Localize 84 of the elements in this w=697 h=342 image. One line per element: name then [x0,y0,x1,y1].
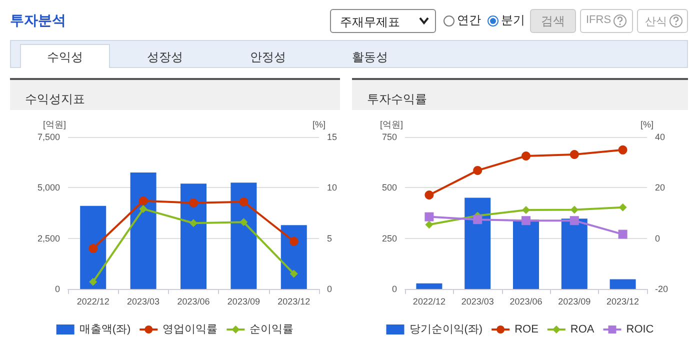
bar [80,206,106,289]
y-tick-label: 7,500 [37,132,60,142]
text: 안정성 [249,49,287,66]
text: 검색 [530,9,576,33]
y2-tick-label: 10 [326,182,338,193]
text: 산식 [645,15,667,29]
y-tick-label: 0 [54,284,60,294]
x-tick-label: 2022/12 [76,296,110,306]
point [570,206,578,214]
bar [130,172,156,289]
bar [416,283,442,289]
x-tick-label: 2023/12 [606,296,640,306]
point [424,190,434,200]
bar [230,182,257,289]
point [618,145,628,154]
y2-tick-label: 20 [655,182,666,193]
point [290,270,298,278]
legend-label: 매출액(좌) [79,324,131,336]
chart-title: 수익성지표 [25,92,85,106]
x-tick-label: 2023/03 [461,296,494,306]
bar [610,279,636,289]
point [240,218,248,226]
text: 주재무제표 [340,14,400,31]
chart-title: 투자수익률 [367,92,427,106]
point [618,203,627,212]
legend-label: 영업이익률 [162,324,218,336]
bar [464,198,491,289]
point [618,230,628,239]
y-tick-label: 500 [382,182,397,193]
x-tick-label: 2023/06 [177,296,210,306]
y-tick-label: 750 [382,132,397,142]
text: 연간 [457,12,481,29]
y-axis-title: [억원] [380,120,403,130]
x-tick-label: 2023/09 [227,296,260,306]
point [289,236,298,246]
x-tick-label: 2023/09 [558,296,591,306]
point [570,150,579,159]
y2-axis-title: [%] [312,120,326,130]
point [425,220,434,229]
y-axis-title: [억원] [42,120,66,130]
point [522,206,530,214]
bar [280,225,307,289]
y2-tick-label: 0 [655,233,660,244]
point [473,166,482,175]
point [189,219,198,228]
point [424,212,434,222]
point [89,278,98,286]
y2-tick-label: -20 [655,284,668,294]
text: 분기 [501,12,525,29]
text: 투자분석 [10,12,66,30]
bar [180,184,206,289]
text: 성장성 [146,49,184,66]
text: IFRS [586,14,612,26]
text: 활동성 [351,49,389,66]
y-tick-label: 5,000 [37,182,60,193]
point [473,215,482,224]
point [88,244,98,253]
x-tick-label: 2023/03 [127,296,160,306]
point [570,216,579,226]
point [138,196,148,206]
bar [513,219,539,289]
y2-tick-label: 5 [326,233,332,244]
legend-label: 순이익률 [250,324,294,336]
point [239,197,248,206]
y2-tick-label: 40 [655,132,666,142]
legend-label: ROE [514,324,538,336]
legend-label: ROA [570,324,595,336]
y2-tick-label: 15 [326,132,338,142]
point [522,152,530,160]
text: 수익성 [20,43,110,71]
x-tick-label: 2023/12 [278,296,310,306]
x-tick-label: 2022/12 [412,296,446,306]
legend-label: ROIC [626,324,654,336]
x-tick-label: 2023/06 [510,296,542,306]
legend-label: 당기순이익(좌) [409,324,483,336]
y-tick-label: 0 [392,284,397,294]
point [522,216,530,226]
y-tick-label: 250 [382,233,397,244]
y2-tick-label: 0 [326,284,332,294]
y2-axis-title: [%] [640,120,654,130]
point [139,204,148,213]
y-tick-label: 2,500 [37,233,60,244]
point [189,198,198,208]
bar [561,218,588,289]
